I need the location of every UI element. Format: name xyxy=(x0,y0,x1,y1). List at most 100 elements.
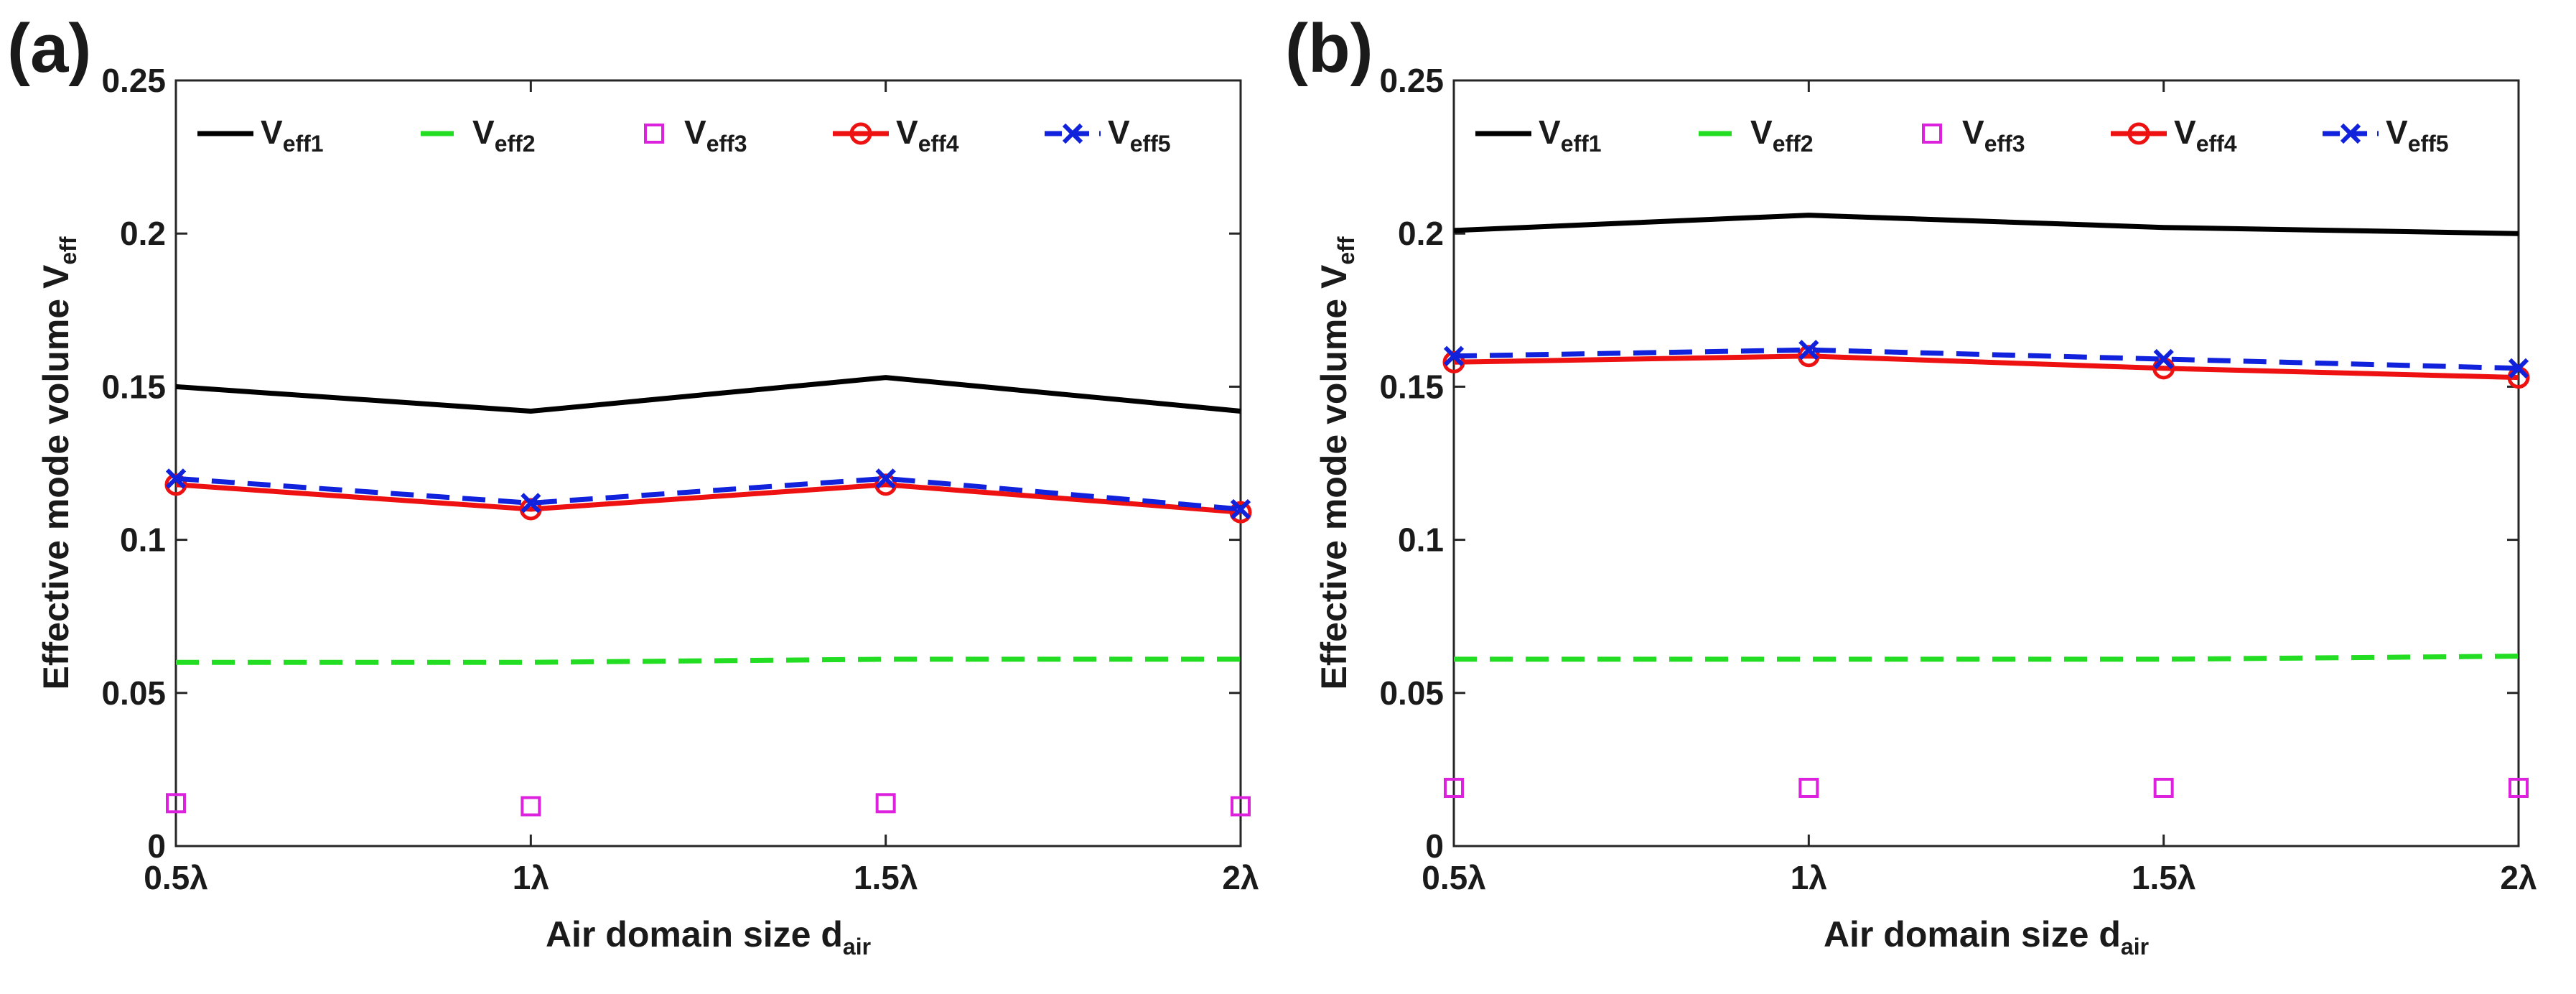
y-tick-label: 0.1 xyxy=(120,521,166,559)
data-point-eff4 xyxy=(519,498,542,521)
x-tick-label: 1.5λ xyxy=(2132,859,2196,896)
series-line-eff1 xyxy=(1453,213,2519,236)
chart-panel-b: (b) 0 0.05 0.1 0.15 0.2 0.25 0.5λ 1λ 1.5λ 2λ Air do… xyxy=(1285,10,2537,960)
legend-label-sub: eff5 xyxy=(1130,131,1171,157)
data-point-eff4 xyxy=(164,473,187,496)
legend-label-sub: eff3 xyxy=(706,131,747,157)
y-axis-label-sub: eff xyxy=(1333,236,1359,264)
series-line-eff4 xyxy=(175,482,1241,515)
y-axis-label: Effective mode volume Veff xyxy=(1314,236,1359,689)
legend-label-sub: eff3 xyxy=(1984,131,2025,157)
legend: Veff1 Veff2 Veff3 Veff4 Veff5 xyxy=(197,113,1171,157)
legend-label-main: V xyxy=(1962,113,1984,151)
legend-label-sub: eff2 xyxy=(495,131,536,157)
legend-label-sub: eff4 xyxy=(918,131,959,157)
y-axis-label-sub: eff xyxy=(55,236,81,264)
x-tick-label: 1λ xyxy=(513,859,549,896)
legend-item-eff5: Veff5 xyxy=(2323,113,2449,157)
legend-item-eff1: Veff1 xyxy=(197,113,324,157)
data-point-eff5 xyxy=(1443,345,1465,366)
x-tick-label: 2λ xyxy=(1222,859,1259,896)
legend-label: Veff1 xyxy=(261,113,324,157)
x-tick-label: 1.5λ xyxy=(854,859,918,896)
y-tick-label: 0.15 xyxy=(1379,368,1444,405)
legend-marker xyxy=(1062,123,1083,144)
legend-label-sub: eff4 xyxy=(2196,131,2237,157)
series-eff2 xyxy=(1454,654,2519,662)
y-tick-label: 0 xyxy=(1425,827,1444,865)
series-line-eff2 xyxy=(1454,654,2519,662)
y-axis-label: Effective mode volume Veff xyxy=(36,236,81,689)
series-eff3 xyxy=(1444,777,2529,798)
legend-label-main: V xyxy=(1750,113,1773,151)
legend-label-sub: eff5 xyxy=(2408,131,2449,157)
series-eff1 xyxy=(1453,213,2519,236)
y-tick-label: 0.1 xyxy=(1398,521,1444,559)
legend-label-main: V xyxy=(472,113,495,151)
plot-area-frame xyxy=(174,79,1242,847)
legend-label: Veff1 xyxy=(1539,113,1602,157)
legend-swatch xyxy=(644,124,664,144)
series-eff1 xyxy=(175,375,1241,414)
legend-item-eff2: Veff2 xyxy=(1699,113,1814,157)
x-axis-label: Air domain size dair xyxy=(1824,914,2149,960)
data-point-eff4 xyxy=(1229,501,1252,524)
data-point-eff3 xyxy=(2153,777,2174,798)
legend-item-eff4: Veff4 xyxy=(2111,113,2237,157)
x-tick-label: 0.5λ xyxy=(1422,859,1486,896)
legend-swatch xyxy=(1922,124,1942,144)
y-tick-label: 0.25 xyxy=(101,62,166,99)
chart-panel-a: (a) 0 0.05 0.1 0.15 0.2 0.25 0.5λ 1λ 1.5λ 2λ Air do… xyxy=(7,10,1259,960)
legend-label: Veff4 xyxy=(896,113,959,157)
legend: Veff1 Veff2 Veff3 Veff4 Veff5 xyxy=(1475,113,2449,157)
plot-area-frame xyxy=(1452,79,2520,847)
legend-marker xyxy=(2340,123,2361,144)
x-tick-label: 0.5λ xyxy=(144,859,208,896)
y-axis-label-main: Effective mode volume V xyxy=(1314,264,1354,689)
legend-label: Veff5 xyxy=(2386,113,2449,157)
data-point-eff5 xyxy=(875,468,896,489)
legend-item-eff2: Veff2 xyxy=(421,113,536,157)
data-point-eff5 xyxy=(1798,340,1819,361)
y-tick-label: 0 xyxy=(147,827,166,865)
data-point-eff3 xyxy=(1798,777,1819,798)
series-eff2 xyxy=(176,656,1241,665)
x-axis-label: Air domain size dair xyxy=(546,914,871,960)
legend-label-main: V xyxy=(2386,113,2408,151)
series-eff4 xyxy=(164,473,1252,524)
data-point-eff3 xyxy=(1231,796,1251,817)
legend-label-main: V xyxy=(261,113,283,151)
x-tick-label: 1λ xyxy=(1791,859,1827,896)
data-point-eff5 xyxy=(521,493,541,514)
y-axis-label-main: Effective mode volume V xyxy=(36,264,76,689)
legend-label: Veff2 xyxy=(1750,113,1814,157)
series-line-eff1 xyxy=(175,375,1241,414)
legend-label-main: V xyxy=(1539,113,1561,151)
series-eff3 xyxy=(166,793,1251,817)
legend-item-eff3: Veff3 xyxy=(1922,113,2025,157)
panel-label: (a) xyxy=(7,10,91,87)
legend-item-eff5: Veff5 xyxy=(1045,113,1171,157)
legend-label-sub: eff2 xyxy=(1773,131,1814,157)
legend-marker xyxy=(2127,122,2150,145)
x-axis-label-main: Air domain size d xyxy=(1824,914,2121,954)
x-axis-label-main: Air domain size d xyxy=(546,914,843,954)
data-point-eff3 xyxy=(875,793,896,814)
data-point-eff3 xyxy=(521,796,541,817)
legend-label-main: V xyxy=(1108,113,1130,151)
series-eff5 xyxy=(1443,340,2529,378)
data-point-eff3 xyxy=(1444,777,1464,798)
legend-item-eff1: Veff1 xyxy=(1475,113,1602,157)
data-point-eff3 xyxy=(166,793,186,814)
y-tick-label: 0.2 xyxy=(120,215,166,252)
series-eff5 xyxy=(165,468,1251,520)
legend-label-sub: eff1 xyxy=(1561,131,1602,157)
y-tick-label: 0.25 xyxy=(1379,62,1444,99)
legend-label: Veff4 xyxy=(2174,113,2237,157)
legend-marker xyxy=(849,122,872,145)
legend-label: Veff3 xyxy=(1962,113,2025,157)
legend-label-main: V xyxy=(684,113,706,151)
legend-label: Veff2 xyxy=(472,113,536,157)
x-tick-label: 2λ xyxy=(2500,859,2537,896)
